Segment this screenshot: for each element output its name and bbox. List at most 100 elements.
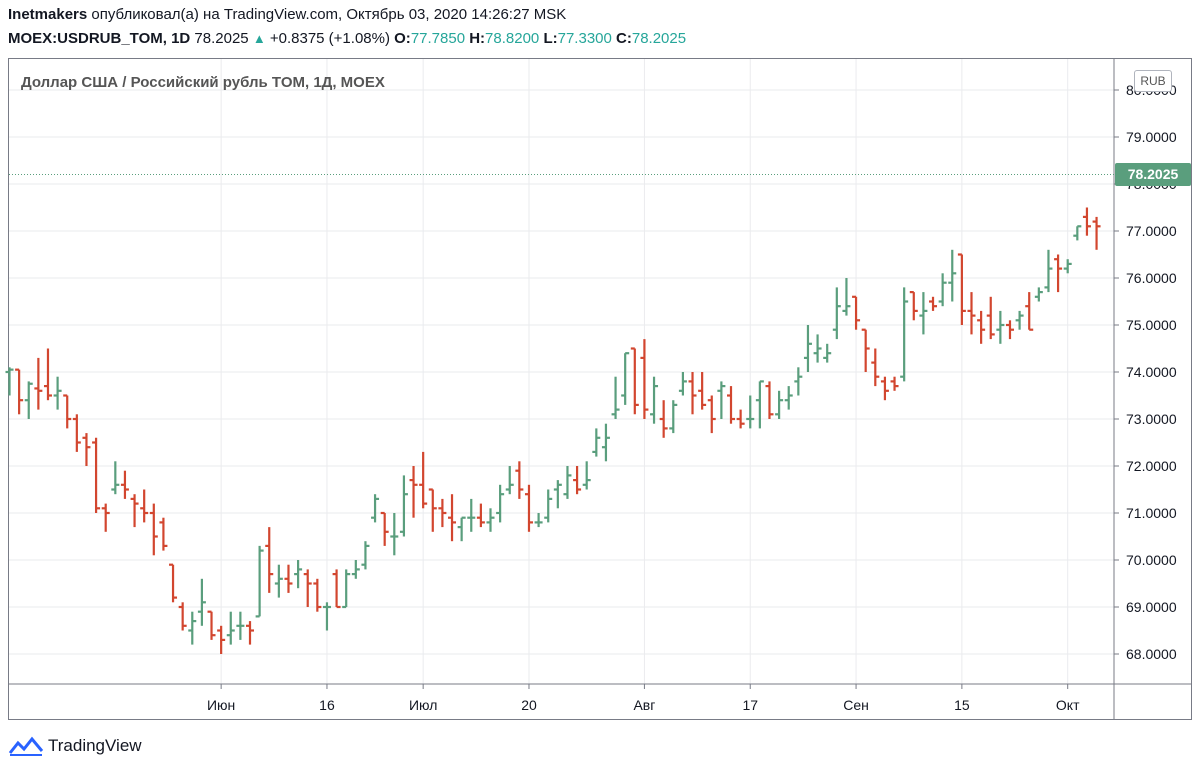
ohlc-bar [226,611,235,645]
ohlc-bar [246,621,254,645]
y-tick-label: 68.0000 [1126,646,1177,662]
ohlc-bar [342,569,351,609]
ohlc-bar [880,376,889,401]
ohlc-bar [515,461,524,499]
ohlc-bar [130,494,139,528]
y-tick-label: 75.0000 [1126,317,1177,333]
x-tick-label: 15 [954,697,970,713]
ohlc-bar [351,560,360,579]
ohlc-bar [265,527,274,593]
ohlc-bar [313,578,322,612]
author-name[interactable]: Inetmakers [8,6,88,23]
ohlc-bar [592,428,601,457]
ohlc-bar [852,295,861,330]
ohlc-bar [678,372,687,396]
ohlc-bar [765,381,774,419]
ohlc-bar [390,513,399,556]
ohlc-bar [159,517,168,551]
low-label: L: [543,30,558,47]
ohlc-bar [303,569,312,607]
x-tick-label: 20 [521,697,537,713]
ohlc-bar [544,489,553,523]
ohlc-bar [669,400,678,434]
ohlc-bar [1082,207,1091,236]
ohlc-bar [717,381,726,419]
y-tick-label: 71.0000 [1126,505,1177,521]
ohlc-bar [409,466,418,518]
ohlc-bar [438,498,447,528]
last-price-label: 78.2025 [1115,163,1191,186]
ohlc-bar [755,380,764,429]
ohlc-bar [630,347,639,415]
ohlc-bar [842,278,851,316]
ohlc-bar [775,390,784,419]
ohlc-bar [1063,259,1072,274]
symbol-info: MOEX:USDRUB_TOM, 1D 78.2025 ▲ +0.8375 (+… [8,30,686,47]
y-tick-label: 69.0000 [1126,599,1177,615]
ohlc-bar [428,488,437,532]
x-tick-label: 17 [742,697,758,713]
ohlc-bar [861,328,870,372]
y-tick-label: 70.0000 [1126,552,1177,568]
ohlc-bar [909,291,918,321]
ohlc-bar [659,400,668,438]
ohlc-bar [832,287,841,340]
ohlc-bar [15,368,24,415]
ohlc-bar [63,394,72,429]
y-tick-label: 73.0000 [1126,411,1177,427]
ohlc-bar [563,466,572,499]
ohlc-bar [1044,249,1053,293]
symbol-name: MOEX:USDRUB_TOM, 1D [8,30,191,47]
ohlc-bar [650,376,659,424]
ohlc-bar [1092,216,1101,250]
ohlc-bar [746,395,755,429]
x-tick-label: Окт [1056,697,1080,713]
ohlc-bar [977,310,986,344]
ohlc-bar [996,310,1005,344]
currency-button[interactable]: RUB [1134,70,1172,92]
ohlc-bar [573,466,582,495]
ohlc-bar [149,503,158,556]
ohlc-bar [5,367,14,396]
x-tick-label: Июн [207,697,235,713]
open-value: 77.7850 [410,30,466,47]
ohlc-bar [53,376,62,410]
footer-brand[interactable]: TradingView [8,735,142,757]
close-label: C: [616,30,632,47]
ohlc-bar [524,484,533,532]
ohlc-bar [496,484,505,523]
tradingview-logo-icon [8,736,44,756]
ohlc-bar [871,348,880,387]
x-tick-label: Сен [843,697,869,713]
low-value: 77.3300 [557,30,612,47]
ohlc-bar [823,343,832,363]
ohlc-bar [188,611,197,645]
ohlc-bar [1073,225,1082,241]
last-price: 78.2025 [194,30,249,47]
close-value: 78.2025 [631,30,687,47]
y-tick-label: 79.0000 [1126,129,1177,145]
open-label: O: [394,30,411,47]
ohlc-bar [803,325,812,372]
ohlc-bar [813,334,822,363]
ohlc-bar [1034,287,1043,302]
chart-title: Доллар США / Российский рубль TOM, 1Д, M… [21,74,385,91]
ohlc-bar [1054,254,1063,293]
publish-info: Inetmakers опубликовал(а) на TradingView… [8,6,566,23]
ohlc-bar [736,409,745,429]
ohlc-bar [467,498,476,532]
ohlc-bar [794,367,803,396]
ohlc-bar [621,352,630,405]
ohlc-bar [919,292,928,335]
ohlc-bar [371,494,380,523]
price-change: +0.8375 (+1.08%) [269,30,390,47]
ohlc-bar [707,395,716,434]
x-tick-label: Июл [409,697,437,713]
ohlc-bar [688,372,697,415]
x-tick-label: 16 [319,697,335,713]
y-tick-label: 76.0000 [1126,270,1177,286]
ohlc-bar [207,610,216,640]
ohlc-bar [101,503,110,532]
x-tick-label: Авг [633,697,655,713]
